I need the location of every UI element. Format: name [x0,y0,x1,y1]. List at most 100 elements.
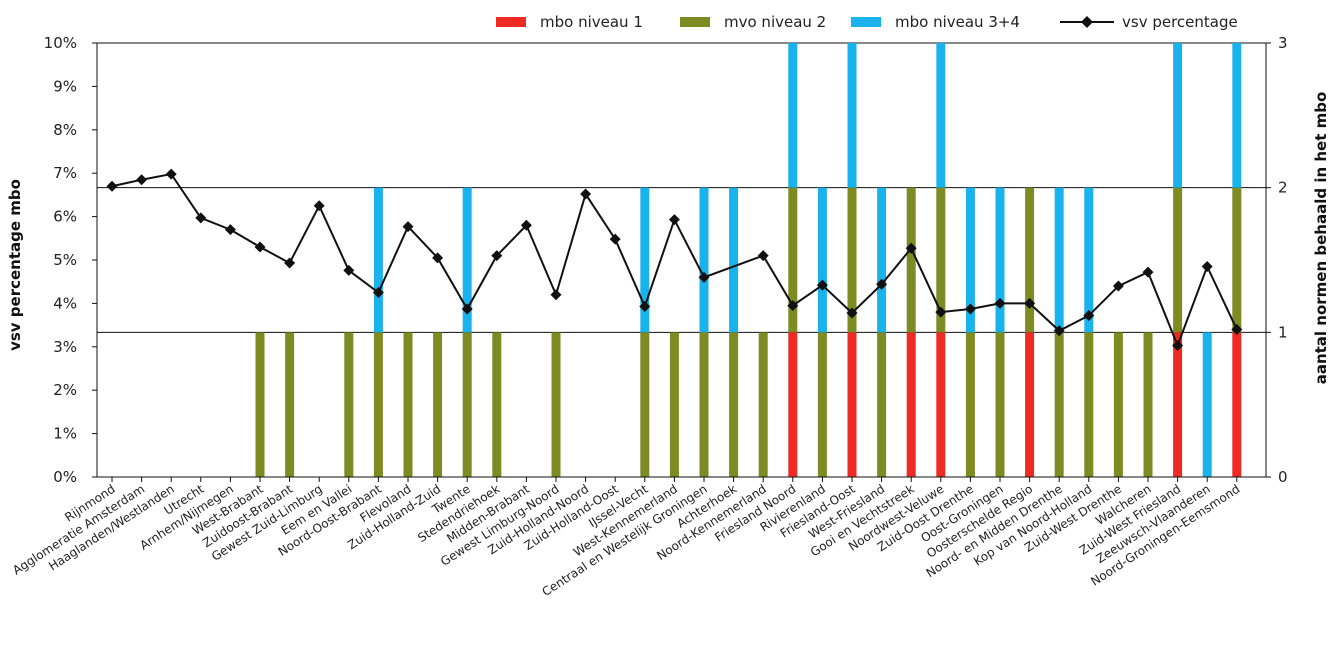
bar-segment [877,187,887,333]
bar-segment [1025,187,1035,333]
vsv-point [550,289,562,301]
bar-segment [1054,187,1064,333]
vsv-point [165,168,177,180]
vsv-point [195,212,207,224]
vsv-point [994,297,1006,309]
bar-segment [788,332,798,477]
bar-segment [669,332,679,477]
legend-label: mvo niveau 2 [724,13,826,31]
left-tick-label: 4% [53,294,77,312]
bar-segment [906,332,916,477]
vsv-point [639,300,651,312]
vsv-point [1142,266,1154,278]
vsv-point [1112,280,1124,292]
left-tick-label: 5% [53,251,77,269]
vsv-point [876,278,888,290]
left-tick-label: 2% [53,381,77,399]
vsv-point [757,250,769,262]
bar-segment [788,43,798,188]
bar-segment [403,332,413,477]
vsv-point [609,233,621,245]
right-tick-label: 1 [1278,323,1288,341]
legend-swatch [496,17,526,27]
right-axis-ticks: 0 1 2 3 [1266,34,1288,486]
vsv-point [1172,339,1184,351]
vsv-point [1024,297,1036,309]
bar-segment [729,332,739,477]
left-axis-title: vsv percentage mbo [6,179,24,351]
bar-segment [1173,332,1183,477]
category-label: Agglomeratie Amsterdam [10,482,147,578]
vsv-point [1083,310,1095,322]
bar-segment [995,187,1005,333]
vsv-point [905,242,917,254]
axes [96,43,1267,482]
bar-segment [1232,187,1242,333]
bar-segment [847,332,857,477]
legend-label: mbo niveau 1 [540,13,643,31]
right-tick-label: 3 [1278,34,1288,52]
legend-label: vsv percentage [1122,13,1238,31]
vsv-line [106,168,1243,351]
bar-segment [551,332,561,477]
bar-segment [729,187,739,333]
vsv-point [935,306,947,318]
vsv-point [580,188,592,200]
bar-segment [965,187,975,333]
vsv-point [846,307,858,319]
left-tick-label: 8% [53,121,77,139]
vsv-point [284,257,296,269]
bar-segment [847,187,857,333]
bar-segment [936,187,946,333]
bar-segment [1084,187,1094,333]
vsv-point [1231,323,1243,335]
vsv-point [224,224,236,236]
legend-marker [1081,16,1093,28]
bar-segment [1054,332,1064,477]
bar-segment [492,332,502,477]
vsv-point [254,241,266,253]
vsv-point [106,180,118,192]
bar-segment [1025,332,1035,477]
bar-segment [373,187,383,333]
vsv-point [343,264,355,276]
bar-segment [1143,332,1153,477]
vsv-point [1053,325,1065,337]
bar-segment [965,332,975,477]
bar-segment [344,332,354,477]
vsv-line-path [111,172,1238,349]
vsv-point [668,214,680,226]
vsv-point [372,287,384,299]
vsv-point [964,303,976,315]
left-tick-label: 3% [53,338,77,356]
bar-segment [906,187,916,333]
left-tick-label: 0% [53,468,77,486]
bar-segment [255,332,265,477]
bar-segment [699,187,709,333]
bar-segment [817,332,827,477]
legend-swatch [680,17,710,27]
bar-segment [699,332,709,477]
left-axis-ticks: 0% 1% 2% 3% 4% 5% 6% 7% 8% 9% 10% [44,34,97,486]
bar-segment [640,332,650,477]
bar-segment [1173,187,1183,333]
bar-segment [433,332,443,477]
vsv-point [698,271,710,283]
bar-segment [1202,332,1212,477]
bar-segment [462,187,472,333]
bar-segment [1084,332,1094,477]
right-tick-label: 2 [1278,179,1288,197]
left-tick-label: 7% [53,164,77,182]
bar-segment [1232,43,1242,188]
bar-segment [847,43,857,188]
bar-segment [1113,332,1123,477]
left-tick-label: 9% [53,77,77,95]
bar-segment [758,332,768,477]
bar-segment [373,332,383,477]
bar-segment [1173,43,1183,188]
bars [255,43,1242,477]
legend-swatch [851,17,881,27]
right-axis-title: aantal normen behaald in het mbo [1312,92,1330,385]
